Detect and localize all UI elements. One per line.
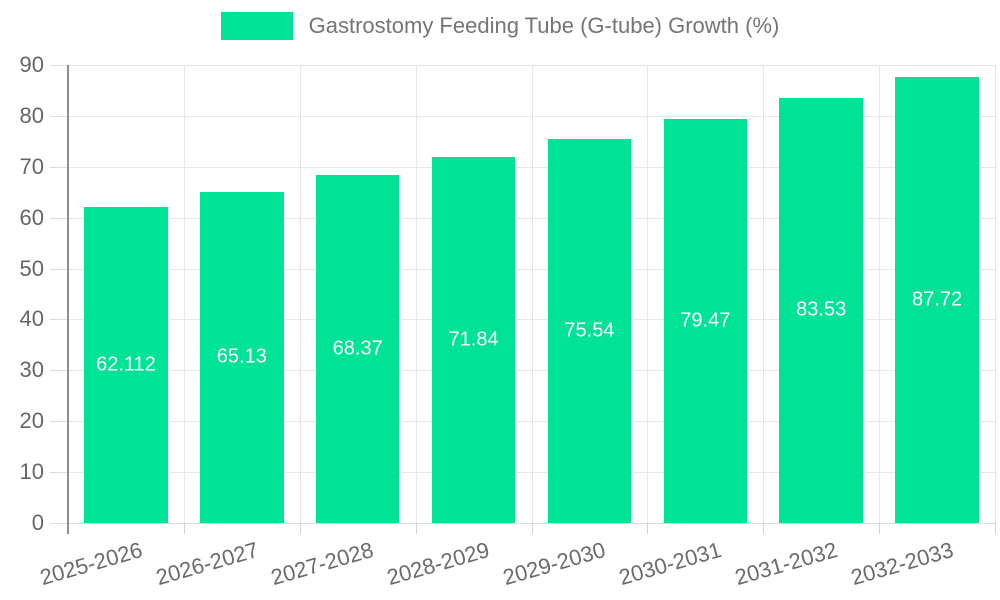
bar[interactable]: 65.13 <box>200 191 284 523</box>
gridline-vertical <box>415 65 417 523</box>
x-axis-tick-label: 2032-2033 <box>847 537 956 591</box>
x-axis-tick <box>995 523 996 534</box>
x-axis-tick <box>531 523 533 534</box>
gridline-vertical <box>647 65 649 523</box>
bar[interactable]: 75.54 <box>547 138 632 523</box>
x-axis-tick-label: 2029-2030 <box>500 537 609 591</box>
gridline-vertical <box>531 65 533 523</box>
legend-item[interactable]: Gastrostomy Feeding Tube (G-tube) Growth… <box>220 12 780 40</box>
gridline-vertical <box>183 65 185 523</box>
y-axis-tick-label: 50 <box>19 255 44 281</box>
x-axis-tick-label: 2030-2031 <box>616 537 725 591</box>
y-axis-tick <box>50 217 68 219</box>
bar-value-label: 68.37 <box>332 337 383 360</box>
y-axis-tick <box>50 115 68 117</box>
bar[interactable]: 62.112 <box>84 206 168 523</box>
gridline-vertical <box>763 65 765 523</box>
gridline-vertical <box>995 65 996 523</box>
y-axis-tick-label: 20 <box>19 408 44 434</box>
y-axis-tick-label: 70 <box>19 153 44 179</box>
legend-swatch-icon <box>220 12 293 40</box>
bar[interactable]: 83.53 <box>779 97 863 523</box>
y-axis-tick-label: 90 <box>19 52 44 77</box>
x-axis-tick-label: 2031-2032 <box>732 537 841 591</box>
bar-value-label: 87.72 <box>912 288 963 311</box>
bar-value-label: 71.84 <box>448 328 499 351</box>
x-axis-tick <box>647 523 649 534</box>
y-axis-tick-label: 60 <box>19 204 44 230</box>
bar[interactable]: 71.84 <box>431 157 516 523</box>
bar-value-label: 62.112 <box>96 353 156 376</box>
y-axis-tick-label: 80 <box>19 102 44 128</box>
y-axis-line <box>67 65 69 534</box>
y-axis-tick-label: 10 <box>19 459 44 485</box>
bar[interactable]: 68.37 <box>315 175 400 523</box>
y-axis-tick <box>50 421 68 423</box>
bar[interactable]: 87.72 <box>895 76 979 523</box>
y-axis-tick <box>50 65 68 66</box>
y-axis-tick <box>50 472 68 474</box>
x-axis-tick-label: 2027-2028 <box>268 537 377 591</box>
x-axis-tick-label: 2025-2026 <box>36 537 145 591</box>
x-axis-tick <box>415 523 417 534</box>
x-axis-tick <box>763 523 765 534</box>
x-axis-tick-label: 2028-2029 <box>384 537 493 591</box>
gridline-vertical <box>299 65 301 523</box>
bar-value-label: 83.53 <box>796 298 847 321</box>
x-axis-tick-label: 2026-2027 <box>152 537 261 591</box>
gridline-vertical <box>879 65 881 523</box>
chart-legend: Gastrostomy Feeding Tube (G-tube) Growth… <box>0 12 1000 40</box>
legend-label: Gastrostomy Feeding Tube (G-tube) Growth… <box>308 13 780 38</box>
y-axis-tick <box>50 319 68 321</box>
bar-value-label: 65.13 <box>216 345 267 368</box>
y-axis-tick <box>50 166 68 168</box>
bar[interactable]: 79.47 <box>663 118 748 523</box>
x-axis-tick <box>879 523 881 534</box>
y-axis-tick <box>50 523 68 524</box>
y-axis-tick-label: 0 <box>31 510 44 535</box>
y-axis-tick-label: 40 <box>19 306 44 332</box>
y-axis-tick-label: 30 <box>19 357 44 383</box>
bar-value-label: 79.47 <box>680 309 731 332</box>
y-axis-tick <box>50 370 68 372</box>
y-axis-tick <box>50 268 68 270</box>
x-axis-tick <box>183 523 185 534</box>
bar-value-label: 75.54 <box>564 319 615 342</box>
x-axis-tick <box>299 523 301 534</box>
